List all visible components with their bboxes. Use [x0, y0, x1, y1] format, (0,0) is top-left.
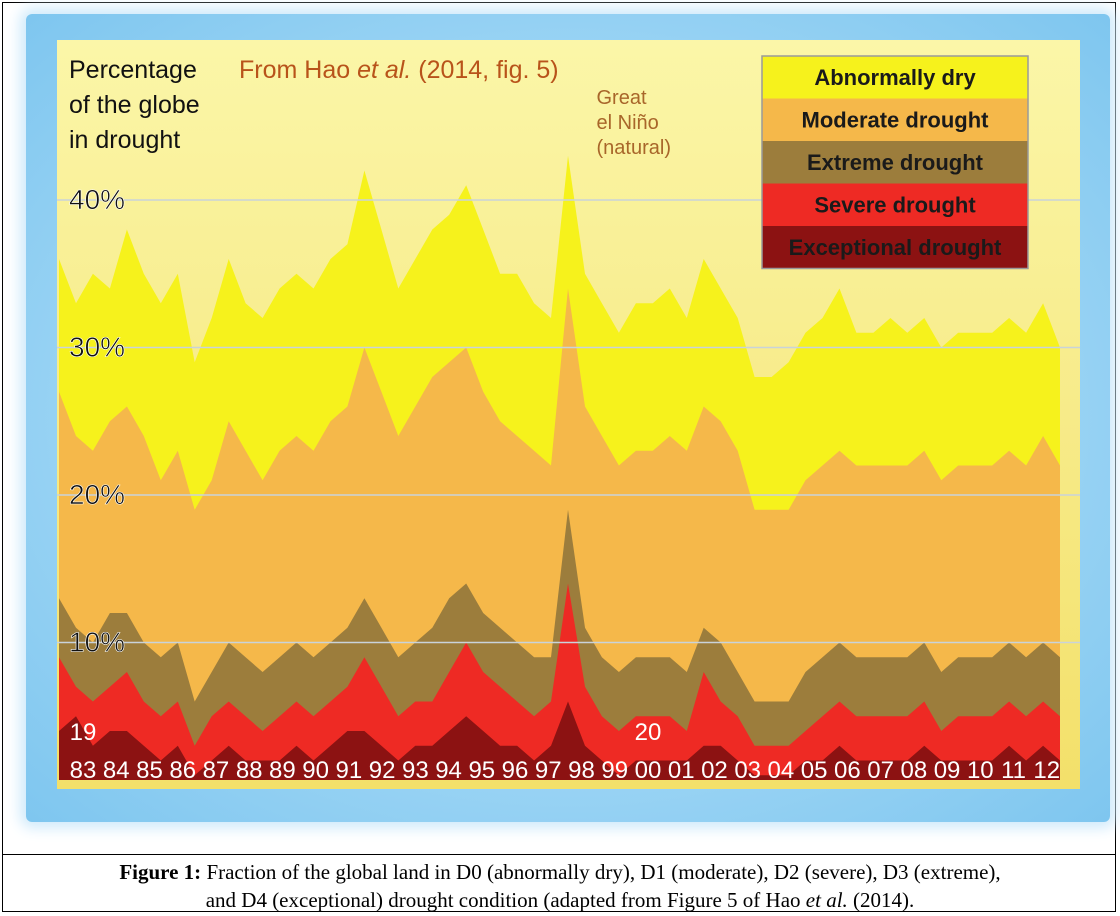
x-tick-label: 91: [336, 757, 363, 784]
x-tick-label: 86: [169, 757, 196, 784]
legend-swatch: [762, 141, 1028, 184]
figure-caption: Figure 1: Fraction of the global land in…: [12, 858, 1108, 914]
legend-swatch: [762, 183, 1028, 226]
x-tick-label: 08: [900, 757, 927, 784]
x-tick-label: 93: [402, 757, 429, 784]
y-axis-label-line1: Percentage: [69, 56, 197, 84]
x-tick-label: 00: [635, 757, 662, 784]
x-tick-label: 03: [734, 757, 761, 784]
century-label: 19: [70, 719, 97, 746]
x-tick-label: 05: [801, 757, 828, 784]
x-tick-label: 09: [934, 757, 961, 784]
x-tick-label: 11: [1001, 757, 1026, 784]
y-tick-label: 20%: [69, 479, 125, 510]
annotation-line: Great: [597, 87, 647, 109]
x-tick-label: 84: [103, 757, 130, 784]
caption-italic: et al.: [805, 888, 848, 912]
x-tick-label: 01: [668, 757, 695, 784]
x-tick-label: 96: [502, 757, 529, 784]
source-note: From Hao et al. (2014, fig. 5): [239, 56, 559, 84]
caption-text-c: (2014).: [847, 888, 915, 912]
legend: Abnormally dry Moderate drought Extreme dr…: [761, 55, 1029, 270]
caption-text-a: Fraction of the global land in D0 (abnor…: [201, 860, 1001, 884]
y-tick-label: 30%: [69, 332, 125, 363]
century-label: 20: [635, 719, 662, 746]
annotation-line: (natural): [597, 137, 671, 159]
legend-swatch: [762, 226, 1028, 269]
area-severe-drought: [59, 583, 1060, 780]
chart-container: 10% 20% 30% 40% 83 84 85 86 87 88 89 90 91 92 93 94 95 9…: [57, 40, 1080, 789]
x-tick-label: 85: [136, 757, 163, 784]
x-tick-label: 89: [269, 757, 296, 784]
legend-entry: Exceptional drought: [789, 235, 1002, 260]
x-tick-label: 94: [435, 757, 462, 784]
x-tick-label: 95: [468, 757, 495, 784]
legend-entry: Severe drought: [814, 193, 976, 218]
x-tick-label: 97: [535, 757, 562, 784]
x-tick-label: 12: [1033, 757, 1060, 784]
y-axis-label-line2: of the globe: [69, 91, 200, 119]
legend-swatch: [762, 98, 1028, 141]
x-tick-label: 02: [701, 757, 728, 784]
legend-entry: Abnormally dry: [814, 65, 976, 90]
area-exceptional-drought: [59, 701, 1060, 780]
caption-label: Figure 1:: [119, 860, 202, 884]
legend-entry: Moderate drought: [802, 108, 990, 133]
x-tick-label: 06: [834, 757, 861, 784]
x-tick-label: 99: [601, 757, 628, 784]
x-tick-label: 10: [967, 757, 994, 784]
x-tick-label: 88: [236, 757, 263, 784]
caption-divider: [2, 854, 1116, 855]
legend-entry: Extreme drought: [807, 150, 984, 175]
y-axis-label-line3: in drought: [69, 126, 180, 154]
x-tick-label: 04: [768, 757, 795, 784]
annotation-line: el Niño: [597, 112, 659, 134]
legend-border: [761, 55, 1029, 270]
y-tick-label: 40%: [69, 184, 125, 215]
drought-area-chart: 10% 20% 30% 40% 83 84 85 86 87 88 89 90 91 92 93 94 95 9…: [57, 40, 1080, 789]
y-tick-label: 10%: [69, 627, 125, 658]
x-tick-label: 98: [568, 757, 595, 784]
x-tick-label: 83: [70, 757, 97, 784]
x-tick-label: 07: [867, 757, 894, 784]
x-tick-label: 92: [369, 757, 396, 784]
el-nino-annotation: Great el Niño (natural): [597, 87, 671, 159]
caption-text-b: and D4 (exceptional) drought condition (…: [205, 888, 806, 912]
x-tick-label: 90: [302, 757, 329, 784]
legend-swatch: [762, 56, 1028, 99]
x-tick-label: 87: [203, 757, 230, 784]
